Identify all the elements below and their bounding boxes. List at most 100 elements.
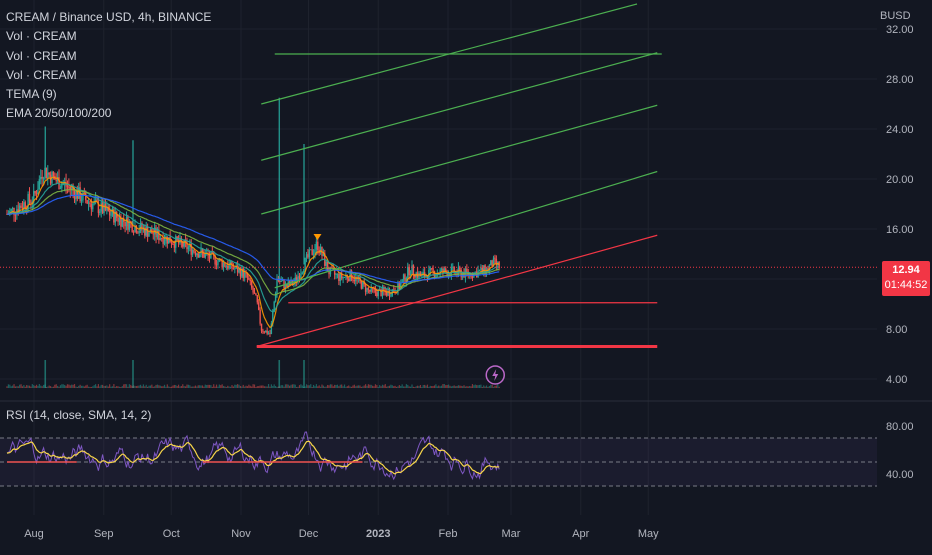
- volume-bar: [94, 384, 97, 388]
- candle-body: [487, 268, 489, 271]
- candle-body: [274, 293, 277, 302]
- indicator-ema[interactable]: EMA 20/50/100/200: [6, 106, 112, 121]
- volume-bar: [362, 386, 364, 388]
- candle-body: [148, 233, 150, 237]
- volume-bar: [155, 384, 157, 388]
- volume-bar: [409, 386, 412, 388]
- volume-bar: [276, 386, 278, 388]
- candle-body: [325, 261, 327, 266]
- candle-body: [90, 204, 93, 210]
- volume-bar: [436, 386, 438, 388]
- candle-body: [317, 241, 319, 250]
- candle-body: [259, 309, 261, 324]
- candle-body: [492, 257, 495, 267]
- candle-body: [411, 265, 413, 275]
- x-tick-label: Sep: [94, 528, 114, 540]
- volume-bar: [42, 384, 45, 388]
- candle-body: [446, 271, 448, 277]
- candle-body: [204, 253, 206, 258]
- candle-body: [156, 229, 159, 238]
- volume-bar: [480, 384, 482, 388]
- volume-bar: [476, 385, 478, 388]
- volume-bar: [390, 384, 392, 388]
- candle-body: [92, 203, 94, 210]
- volume-bar: [363, 385, 365, 388]
- volume-bar: [127, 386, 129, 388]
- volume-bar: [69, 385, 71, 388]
- volume-bar: [117, 386, 119, 388]
- symbol-title[interactable]: CREAM / Binance USD, 4h, BINANCE: [6, 10, 212, 24]
- volume-bar: [90, 386, 92, 388]
- volume-bar: [54, 384, 56, 388]
- volume-bar: [220, 385, 222, 388]
- candle-body: [235, 266, 237, 269]
- candle-body: [328, 271, 330, 275]
- volume-bar: [196, 386, 198, 388]
- indicator-tema[interactable]: TEMA (9): [6, 87, 57, 102]
- trend-line: [261, 104, 658, 215]
- rsi-line: [6, 431, 500, 481]
- candle-body: [250, 281, 253, 288]
- volume-bar: [431, 386, 433, 388]
- volume-bar: [360, 386, 362, 388]
- volume-bar: [173, 384, 175, 388]
- candle-body: [407, 266, 409, 278]
- candle-body: [99, 211, 101, 213]
- candle-body: [184, 240, 187, 243]
- indicator-vol-1[interactable]: Vol · CREAM: [6, 29, 77, 44]
- candle-body: [160, 238, 163, 239]
- volume-bar: [45, 386, 47, 388]
- candle-body: [214, 255, 216, 265]
- candle-body: [498, 262, 500, 269]
- volume-bar: [414, 386, 416, 388]
- indicator-vol-2[interactable]: Vol · CREAM: [6, 48, 77, 63]
- volume-bar: [412, 386, 415, 388]
- candle-body: [131, 222, 133, 232]
- volume-bar: [348, 385, 350, 388]
- volume-bar: [83, 386, 85, 388]
- candle-body: [182, 242, 184, 247]
- volume-bar: [324, 386, 326, 388]
- volume-bar: [114, 386, 116, 388]
- indicator-vol-3[interactable]: Vol · CREAM: [6, 67, 77, 82]
- candle-body: [227, 265, 229, 269]
- candle-body: [190, 244, 192, 255]
- candle-body: [345, 275, 347, 277]
- candle-body: [24, 202, 26, 209]
- volume-bar: [57, 385, 59, 388]
- candle-body: [139, 223, 142, 231]
- volume-bar: [229, 386, 232, 388]
- candle-body: [387, 290, 389, 296]
- volume-bar: [148, 385, 150, 388]
- candle-body: [75, 190, 77, 200]
- volume-bar: [35, 384, 38, 388]
- volume-bar: [359, 385, 361, 388]
- volume-bar: [485, 385, 488, 388]
- volume-bar: [263, 386, 265, 388]
- candle-body: [304, 257, 306, 271]
- volume-bar: [130, 384, 132, 388]
- volume-bar: [79, 384, 81, 388]
- rsi-legend[interactable]: RSI (14, close, SMA, 14, 2): [6, 408, 152, 422]
- volume-bar: [249, 385, 251, 388]
- candle-body: [405, 277, 408, 282]
- candle-body: [187, 246, 190, 250]
- candle-body: [279, 281, 281, 282]
- grid: [0, 0, 932, 515]
- candle-body: [433, 270, 436, 278]
- candle-body: [225, 265, 228, 267]
- volume-bar: [394, 385, 396, 388]
- volume-bar: [274, 386, 277, 388]
- candle-body: [303, 270, 305, 273]
- volume-bar: [187, 384, 190, 388]
- volume-bar: [387, 386, 389, 388]
- candle-body: [270, 323, 273, 334]
- candle-body: [45, 167, 48, 178]
- candle-body: [435, 275, 437, 278]
- candle-body: [402, 274, 405, 280]
- volume-bar: [51, 386, 53, 388]
- volume-bar: [227, 385, 229, 388]
- candle-body: [333, 269, 336, 275]
- volume-bar: [484, 386, 486, 388]
